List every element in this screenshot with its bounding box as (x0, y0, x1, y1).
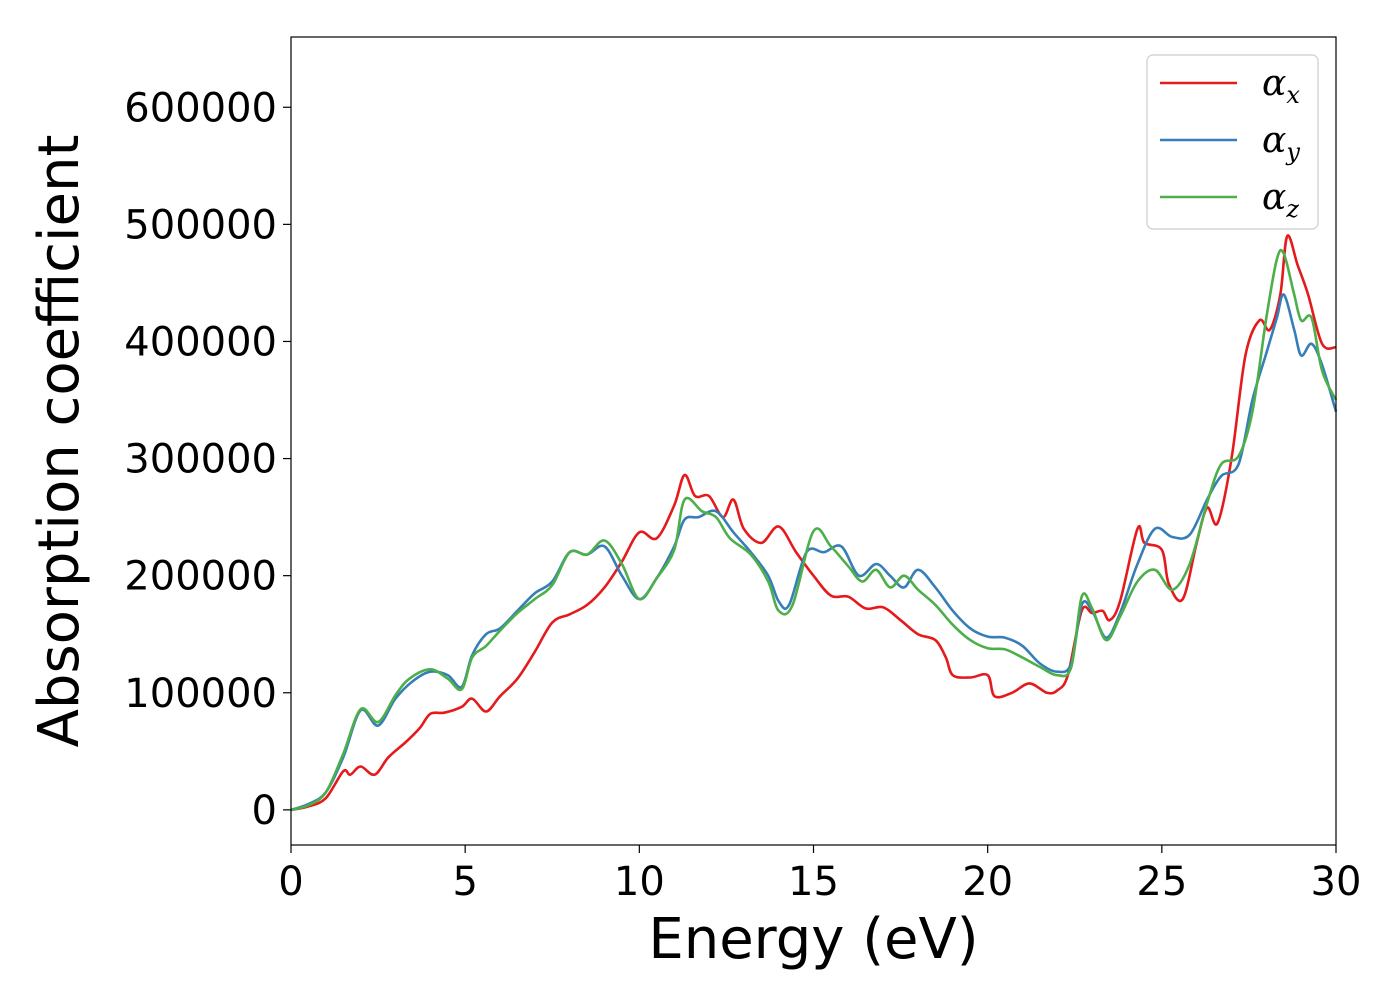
y-tick-label: 600000 (124, 85, 277, 131)
legend-label-z: αz (1262, 177, 1299, 223)
plot-frame (290, 36, 1337, 846)
x-tick-label: 15 (788, 859, 839, 905)
x-tick-label: 0 (278, 859, 303, 905)
series-lines (290, 234, 1338, 812)
x-tick-label: 25 (1136, 859, 1187, 905)
x-axis-title: Energy (eV) (648, 907, 978, 972)
x-tick-label: 5 (452, 859, 477, 905)
x-tick-label: 30 (1311, 859, 1362, 905)
x-tick-label: 20 (962, 859, 1013, 905)
y-tick-label: 500000 (124, 202, 277, 248)
y-tick-label: 300000 (124, 437, 277, 483)
series-line-y (290, 293, 1338, 812)
series-line-z (290, 248, 1338, 812)
y-tick-label: 400000 (124, 319, 277, 365)
legend-box (1146, 54, 1319, 230)
y-tick-label: 100000 (124, 671, 277, 717)
y-tick-label: 200000 (124, 554, 277, 600)
legend-label-y: αy (1262, 120, 1300, 166)
x-axis-ticks: 0 5 10 15 20 25 30 (278, 845, 1361, 905)
y-axis-title: Absorption coefficient (27, 135, 92, 748)
x-tick-label: 10 (614, 859, 665, 905)
y-axis-ticks: 0 100000 200000 300000 400000 500000 600000 (124, 85, 291, 834)
legend-label-x: αx (1262, 63, 1300, 109)
y-tick-label: 0 (252, 788, 277, 834)
series-line-x (290, 234, 1337, 812)
legend: αx αy αz (1146, 54, 1319, 230)
